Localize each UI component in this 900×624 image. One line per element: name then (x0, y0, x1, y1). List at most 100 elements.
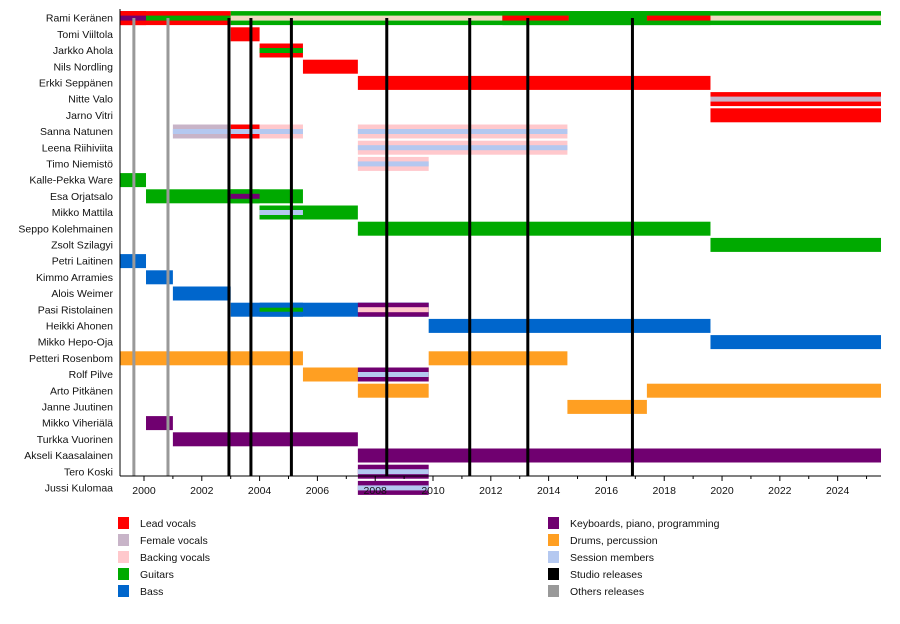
member-bar (646, 383, 881, 398)
member-label: Jarkko Ahola (53, 45, 113, 57)
legend-label: Others releases (570, 586, 644, 598)
member-bar-inner-stripe (230, 193, 260, 199)
x-tick-label: 2020 (710, 485, 734, 497)
member-labels: Rami Keränen Tomi Viiltola Jarkko Ahola Nil… (18, 13, 113, 495)
x-tick-label: 2016 (595, 485, 619, 497)
member-label: Esa Orjatsalo (50, 191, 113, 203)
member-label: Zsolt Szilagyi (51, 240, 113, 252)
member-label: Petteri Rosenbom (29, 353, 113, 365)
member-bar (357, 75, 711, 90)
member-bar (428, 318, 711, 333)
member-label: Mikko Mattila (52, 207, 113, 219)
legend-label: Female vocals (140, 535, 208, 547)
member-bar-inner-stripe (357, 469, 429, 475)
x-axis: 2000 2002 2004 2006 2008 2010 2012 2014 2016 2018… (119, 9, 881, 497)
member-bar (357, 448, 881, 463)
member-bar (230, 27, 260, 42)
member-bar-inner-stripe (710, 96, 881, 102)
legend-label: Bass (140, 586, 163, 598)
legend-label: Drums, percussion (570, 535, 658, 547)
member-label: Jussi Kulomaa (45, 483, 113, 495)
member-label: Turkka Vuorinen (37, 434, 113, 446)
x-tick-label: 2018 (653, 485, 677, 497)
member-label: Seppo Kolehmainen (18, 223, 113, 235)
x-tick-label: 2012 (479, 485, 503, 497)
member-bar (710, 108, 881, 123)
member-bar-inner-stripe (646, 15, 711, 21)
legend-label: Keyboards, piano, programming (570, 518, 720, 530)
member-bar (567, 399, 647, 414)
legend-label: Guitars (140, 569, 174, 581)
member-bar-inner-stripe (259, 129, 303, 134)
member-bar-inner-stripe (120, 15, 231, 21)
x-tick-label: 2000 (132, 485, 156, 497)
legend-swatch (548, 517, 559, 529)
legend: Lead vocals Female vocals Backing vocals Gu… (118, 517, 720, 598)
member-bar-inner-stripe (357, 145, 568, 151)
member-bar-inner-stripe (357, 372, 429, 377)
member-label: Arto Pitkänen (50, 385, 113, 397)
x-tick-label: 2004 (248, 485, 272, 497)
member-label: Kalle-Pekka Ware (29, 175, 113, 187)
member-bar (146, 416, 173, 431)
release-lines (132, 18, 634, 476)
member-bar (120, 351, 303, 366)
legend-swatch (118, 568, 129, 580)
member-label: Tero Koski (64, 466, 113, 478)
member-label: Nitte Valo (68, 94, 113, 106)
member-label: Kimmo Arramies (36, 272, 113, 284)
member-bar-inner-stripe (259, 210, 303, 215)
member-label: Erkki Seppänen (39, 78, 113, 90)
legend-label: Session members (570, 552, 654, 564)
member-bar-inner-stripe (172, 129, 231, 134)
legend-label: Backing vocals (140, 552, 210, 564)
member-bars (120, 11, 881, 495)
member-label: Pasi Ristolainen (38, 304, 113, 316)
member-bar-inner-stripe (502, 15, 569, 21)
member-label: Heikki Ahonen (46, 321, 113, 333)
member-label: Jarno Vitri (66, 110, 113, 122)
member-label: Sanna Natunen (40, 126, 113, 138)
member-label: Petri Laitinen (52, 256, 113, 268)
member-label: Mikko Hepo-Oja (38, 337, 113, 349)
member-bar (146, 189, 303, 204)
x-tick-label: 2006 (306, 485, 330, 497)
member-bar (302, 59, 358, 74)
member-bar (146, 270, 173, 285)
legend-label: Lead vocals (140, 518, 196, 530)
member-bar (357, 221, 711, 236)
member-bar (428, 351, 568, 366)
x-tick-label: 2024 (826, 485, 850, 497)
member-bar-inner-stripe (357, 485, 429, 491)
legend-swatch (548, 551, 559, 563)
legend-swatch (548, 585, 559, 597)
x-tick-label: 2002 (190, 485, 214, 497)
member-label: Akseli Kaasalainen (24, 450, 113, 462)
member-bar-inner-stripe (357, 129, 568, 134)
member-label: Timo Niemistö (46, 159, 113, 171)
member-bar-inner-stripe (259, 307, 303, 312)
member-bar-inner-stripe (568, 16, 647, 21)
x-tick-label: 2022 (768, 485, 792, 497)
member-bar (357, 383, 429, 398)
legend-swatch (548, 534, 559, 546)
member-label: Alois Weimer (51, 288, 113, 300)
member-bar (172, 432, 358, 447)
member-bar (710, 237, 881, 252)
x-tick-label: 2008 (364, 485, 388, 497)
member-bar-inner-stripe (357, 161, 429, 167)
x-tick-label: 2014 (537, 485, 561, 497)
member-label: Leena Riihiviita (42, 142, 113, 154)
member-bar-inner-stripe (357, 307, 429, 313)
legend-swatch (118, 551, 129, 563)
legend-swatch (118, 517, 129, 529)
legend-swatch (118, 585, 129, 597)
legend-label: Studio releases (570, 569, 642, 581)
legend-swatch (548, 568, 559, 580)
member-label: Rami Keränen (46, 13, 113, 25)
member-label: Mikko Viheriälä (42, 418, 113, 430)
x-tick-label: 2010 (421, 485, 445, 497)
member-label: Janne Juutinen (42, 402, 113, 414)
member-bar-inner-stripe (259, 48, 303, 53)
